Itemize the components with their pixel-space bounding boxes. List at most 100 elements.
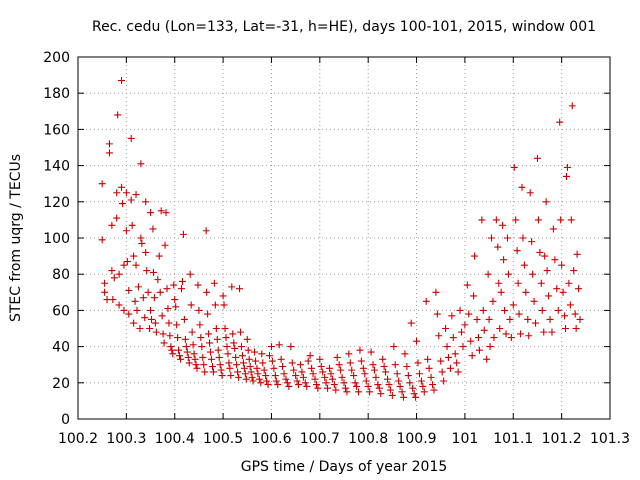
data-point: [238, 352, 246, 360]
data-point: [258, 350, 266, 358]
data-point: [167, 343, 175, 351]
data-point: [262, 372, 270, 380]
data-point: [194, 281, 202, 289]
data-point: [253, 364, 261, 372]
data-point: [362, 377, 370, 385]
data-point: [188, 328, 196, 336]
data-point: [131, 297, 139, 305]
data-point: [285, 382, 293, 390]
data-point: [149, 268, 157, 276]
data-point: [212, 325, 220, 332]
data-point: [561, 312, 569, 320]
data-point: [163, 285, 171, 293]
data-point: [456, 306, 464, 314]
data-point: [229, 330, 237, 338]
data-point: [204, 310, 212, 318]
data-point: [449, 334, 457, 342]
data-point: [517, 330, 525, 338]
data-point: [557, 216, 565, 224]
data-point: [200, 361, 208, 369]
data-point: [542, 198, 550, 206]
data-point: [213, 335, 221, 343]
x-tick-label: 101.3: [590, 431, 630, 447]
data-point: [467, 337, 475, 345]
data-point: [551, 256, 559, 264]
data-point: [201, 368, 209, 376]
y-axis-title: STEC from uqrg / TECUs: [8, 154, 24, 322]
data-point: [546, 315, 554, 323]
data-point: [138, 239, 146, 247]
data-point: [260, 366, 268, 374]
data-point: [501, 306, 509, 314]
data-point: [270, 364, 278, 372]
data-point: [543, 267, 551, 275]
data-point: [513, 247, 521, 255]
data-point: [168, 346, 176, 354]
data-point: [566, 301, 574, 309]
data-point: [529, 270, 537, 278]
data-point: [309, 370, 317, 378]
data-point: [143, 267, 151, 275]
data-point: [249, 377, 257, 385]
data-point: [558, 261, 566, 269]
data-point: [332, 386, 340, 394]
data-point: [454, 368, 462, 376]
data-point: [379, 355, 387, 363]
data-point: [403, 363, 411, 371]
data-point: [290, 366, 298, 374]
data-point: [395, 377, 403, 385]
data-point: [341, 384, 349, 392]
data-point: [359, 364, 367, 372]
data-point: [197, 334, 205, 342]
data-point: [355, 388, 363, 396]
data-point: [391, 361, 399, 369]
data-point: [139, 294, 147, 302]
data-point: [147, 306, 155, 314]
data-point: [207, 355, 215, 363]
data-point: [225, 359, 233, 367]
data-point: [211, 301, 219, 309]
data-point: [157, 207, 165, 215]
data-point: [357, 357, 365, 365]
data-point: [367, 348, 375, 356]
data-point: [317, 363, 325, 371]
data-point: [203, 288, 211, 296]
data-point: [497, 288, 505, 296]
data-point: [254, 370, 262, 378]
data-point: [137, 160, 145, 168]
data-point: [155, 252, 163, 260]
x-tick-label: 101.1: [493, 431, 533, 447]
data-point: [484, 270, 492, 278]
data-point: [235, 373, 243, 381]
data-point: [132, 191, 140, 199]
y-tick-label: 180: [43, 86, 70, 102]
data-point: [459, 343, 467, 351]
data-point: [292, 372, 300, 380]
data-point: [399, 393, 407, 401]
data-point: [382, 368, 390, 376]
data-point: [218, 372, 226, 380]
data-point: [413, 337, 421, 345]
data-point: [177, 285, 185, 293]
data-point: [443, 343, 451, 351]
data-point: [430, 386, 438, 394]
data-point: [244, 346, 252, 354]
x-tick-labels: 100.2 100.3 100.4 100.5 100.6 100.7 100.8 100.9…: [58, 431, 630, 447]
data-point: [448, 312, 456, 320]
data-point: [346, 359, 354, 367]
data-point: [528, 238, 536, 246]
data-point: [113, 214, 121, 222]
data-point: [127, 196, 135, 204]
data-point: [562, 172, 570, 180]
data-point: [231, 344, 239, 352]
x-tick-label: 100.4: [155, 431, 195, 447]
data-point: [115, 301, 123, 309]
data-point: [345, 350, 353, 358]
data-point: [380, 363, 388, 371]
data-point: [540, 328, 548, 336]
data-point: [435, 332, 443, 340]
data-point: [120, 261, 128, 269]
data-point: [470, 292, 478, 300]
data-point: [301, 379, 309, 387]
data-point: [296, 361, 304, 369]
